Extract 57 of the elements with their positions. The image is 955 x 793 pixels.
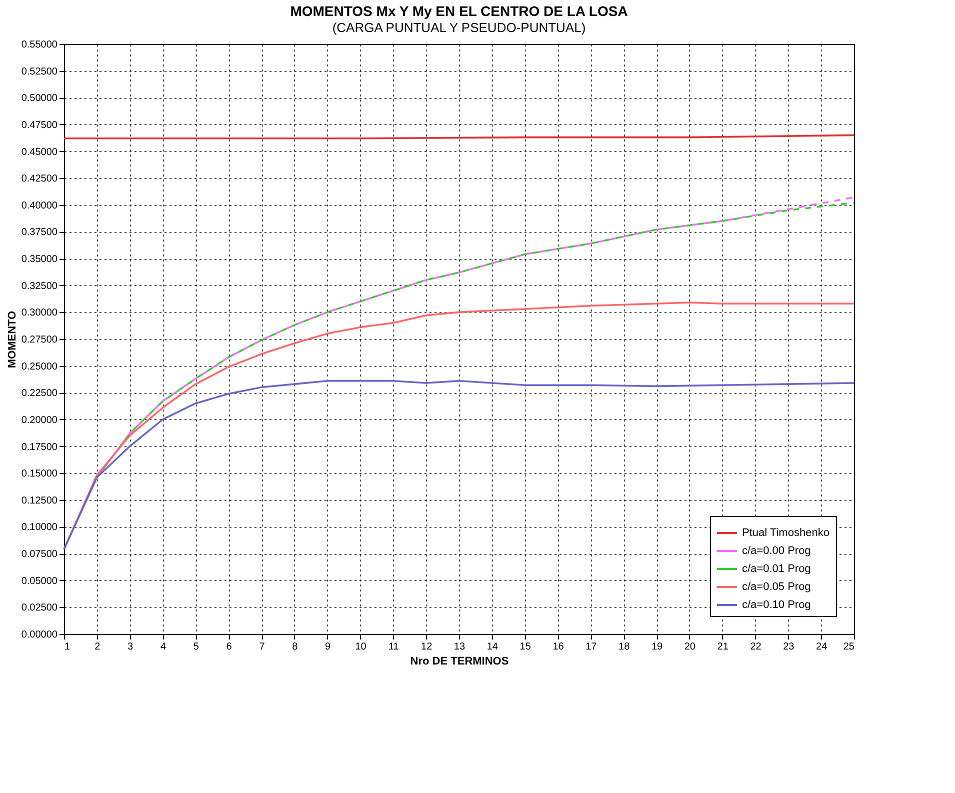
x-tick-label: 15 (520, 642, 532, 652)
legend-label: c/a=0.00 Prog (742, 545, 811, 557)
x-tick-label: 7 (259, 642, 266, 652)
y-tick-label: 0.02500 (21, 602, 58, 614)
x-tick-label: 23 (783, 642, 795, 652)
y-tick-label: 0.37500 (21, 227, 58, 238)
x-tick-label: 17 (586, 642, 598, 652)
chart-title: MOMENTOS Mx Y My EN EL CENTRO DE LA LOSA (290, 3, 628, 19)
x-tick-label: 1 (64, 642, 70, 652)
x-tick-label: 16 (552, 642, 564, 652)
y-tick-label: 0.30000 (21, 308, 58, 319)
y-tick-label: 0.35000 (21, 254, 58, 266)
x-tick-label: 22 (750, 642, 762, 652)
x-tick-label: 19 (651, 642, 663, 652)
y-tick-label: 0.00000 (21, 630, 58, 640)
y-tick-label: 0.07500 (21, 549, 58, 560)
x-tick-label: 18 (618, 642, 630, 652)
x-tick-label: 13 (454, 642, 466, 652)
y-axis-title: MOMENTO (6, 310, 18, 368)
y-tick-label: 0.27500 (21, 334, 58, 346)
y-tick-label: 0.22500 (21, 388, 58, 400)
y-tick-label: 0.50000 (21, 93, 58, 104)
y-tick-label: 0.15000 (21, 468, 58, 480)
y-tick-label: 0.47500 (21, 120, 58, 131)
x-tick-label: 12 (421, 642, 433, 652)
x-tick-label: 5 (193, 642, 200, 652)
y-tick-label: 0.55000 (21, 40, 58, 50)
y-tick-label: 0.42500 (21, 174, 58, 185)
y-tick-label: 0.45000 (21, 146, 58, 158)
y-tick-label: 0.32500 (21, 280, 58, 292)
x-tick-label: 8 (292, 642, 298, 652)
x-tick-label: 11 (388, 642, 400, 652)
y-tick-label: 0.05000 (21, 576, 58, 587)
x-tick-label: 14 (486, 642, 498, 652)
x-tick-label: 10 (355, 642, 367, 652)
y-tick-label: 0.17500 (21, 442, 58, 453)
chart-subtitle: (CARGA PUNTUAL Y PSEUDO-PUNTUAL) (332, 20, 586, 35)
y-tick-label: 0.40000 (21, 200, 58, 212)
x-axis-title: Nro DE TERMINOS (410, 656, 509, 668)
legend-label: c/a=0.10 Prog (742, 599, 811, 611)
y-tick-label: 0.52500 (21, 66, 58, 78)
y-tick-label: 0.20000 (21, 414, 58, 426)
legend-label: Ptual Timoshenko (742, 527, 830, 539)
x-tick-label: 4 (160, 642, 166, 652)
y-tick-label: 0.10000 (21, 522, 58, 534)
x-tick-label: 2 (94, 642, 101, 652)
x-tick-label: 21 (717, 642, 729, 652)
x-tick-label: 25 (843, 642, 855, 652)
legend-label: c/a=0.01 Prog (742, 563, 811, 575)
x-tick-label: 6 (226, 642, 232, 652)
x-tick-label: 3 (128, 642, 134, 652)
y-tick-label: 0.25000 (21, 361, 58, 372)
x-tick-label: 24 (816, 642, 828, 652)
legend-label: c/a=0.05 Prog (742, 581, 811, 593)
y-tick-label: 0.12500 (21, 495, 58, 506)
x-tick-label: 20 (684, 642, 696, 652)
x-tick-label: 9 (325, 642, 332, 652)
